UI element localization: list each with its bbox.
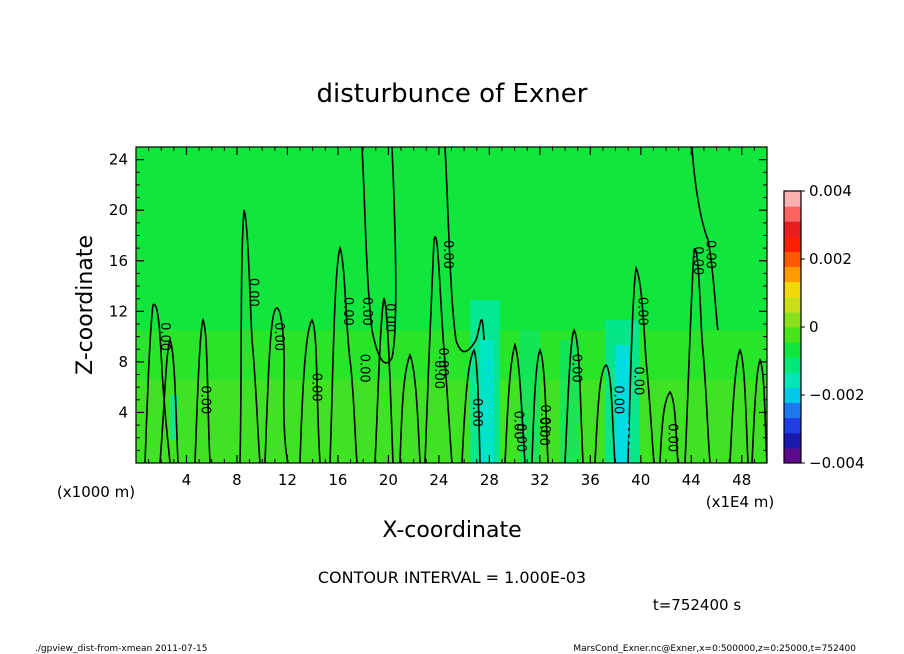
x-tick-label: 20	[379, 471, 398, 489]
contour-label: 0.00	[469, 398, 484, 427]
contour-label: 0.00	[435, 347, 450, 376]
contour-label: 0.00	[357, 354, 372, 383]
colorbar-segment	[784, 327, 801, 343]
x-tick-label: 36	[581, 471, 600, 489]
contour-label: 0.00	[610, 385, 625, 414]
colorbar: 0.004 0.002 0 −0.002 −0.004	[783, 182, 865, 472]
contour-label: 0.00	[511, 411, 526, 440]
colorbar-segment	[784, 447, 801, 464]
colorbar-segment	[784, 311, 801, 328]
y-axis: 4 8 12 16 20 24	[109, 151, 767, 451]
contour-label: 0.00	[569, 354, 584, 383]
footer-right: MarsCond_Exner.nc@Exner,x=0:500000,z=0:2…	[573, 644, 856, 654]
contour-interval-label: CONTOUR INTERVAL = 1.000E-03	[318, 568, 586, 587]
y-unit-label: (x1000 m)	[57, 483, 135, 501]
colorbar-segment	[784, 342, 801, 358]
x-tick-label: 32	[530, 471, 549, 489]
contour-label: 0.00	[634, 297, 649, 326]
contour-label: 0.00	[536, 417, 551, 446]
colorbar-tick-label: 0.002	[809, 250, 852, 268]
footer-left: ./gpview_dist-from-xmean 2011-07-15	[35, 644, 207, 654]
contour-label: 0.00	[340, 297, 355, 326]
contour-labels: 0.000.000.000.000.000.000.000.000.000.00…	[157, 240, 717, 452]
colorbar-segment	[784, 387, 801, 404]
x-axis-label: X-coordinate	[382, 518, 521, 543]
colorbar-segment	[784, 357, 801, 373]
x-tick-label: 16	[328, 471, 347, 489]
colorbar-tick-label: 0.004	[809, 182, 852, 200]
x-tick-label: 12	[278, 471, 297, 489]
colorbar-segment	[784, 221, 801, 237]
colorbar-segment	[784, 266, 801, 283]
colorbar-segment	[784, 251, 801, 268]
x-tick-label: 24	[429, 471, 448, 489]
contour-label: 0.00	[690, 246, 705, 275]
contour-label: 0.00	[271, 322, 286, 351]
contour-lines	[144, 147, 767, 463]
colorbar-segment	[784, 206, 801, 222]
colorbar-tick-label: 0	[809, 318, 819, 336]
y-tick-label: 24	[109, 151, 128, 169]
contour-label: 0.00	[431, 360, 446, 389]
contour-label: 0.00	[157, 322, 172, 351]
x-axis: 4 8 12 16 20 24 28 32 36 40 44 48	[148, 147, 755, 489]
colorbar-tick-label: −0.004	[809, 454, 865, 472]
contour-label: 0.00	[630, 366, 645, 395]
colorbar-segment	[784, 417, 801, 434]
x-tick-label: 28	[480, 471, 499, 489]
contour-label: 0.00	[702, 240, 717, 269]
chart-title: disturbunce of Exner	[317, 79, 588, 109]
x-tick-label: 8	[232, 471, 242, 489]
contour-label: 0.00	[382, 303, 397, 332]
y-tick-label: 12	[109, 302, 128, 320]
y-tick-label: 4	[118, 403, 128, 421]
colorbar-segment	[784, 296, 801, 313]
colorbar-segment	[784, 372, 801, 388]
contour-label: 0.00	[359, 297, 374, 326]
colorbar-segment	[784, 236, 801, 252]
contour-label: 0.00	[665, 423, 680, 452]
y-tick-label: 16	[109, 252, 128, 270]
y-tick-label: 20	[109, 201, 128, 219]
x-tick-label: 44	[682, 471, 701, 489]
x-tick-label: 4	[182, 471, 192, 489]
contour-label: 0.00	[513, 423, 528, 452]
time-label: t=752400 s	[653, 596, 741, 614]
plot-area: 0.000.000.000.000.000.000.000.000.000.00…	[135, 146, 768, 464]
contour-label: 0.00	[537, 404, 552, 433]
colorbar-segment	[784, 191, 801, 207]
contour-label: 0.00	[246, 278, 261, 307]
colorbar-segment	[784, 402, 801, 419]
y-axis-label: Z-coordinate	[73, 235, 98, 375]
contour-label: 0.00	[440, 240, 455, 269]
y-tick-label: 8	[118, 353, 128, 371]
x-tick-label: 48	[732, 471, 751, 489]
colorbar-segment	[784, 281, 801, 298]
x-unit-label: (x1E4 m)	[706, 493, 775, 511]
colorbar-segment	[784, 432, 801, 449]
colorbar-tick-label: −0.002	[809, 386, 865, 404]
contour-label: 0.00	[198, 385, 213, 414]
negative-contours	[482, 355, 631, 463]
contour-label: 0.00	[309, 373, 324, 402]
x-tick-label: 40	[631, 471, 650, 489]
